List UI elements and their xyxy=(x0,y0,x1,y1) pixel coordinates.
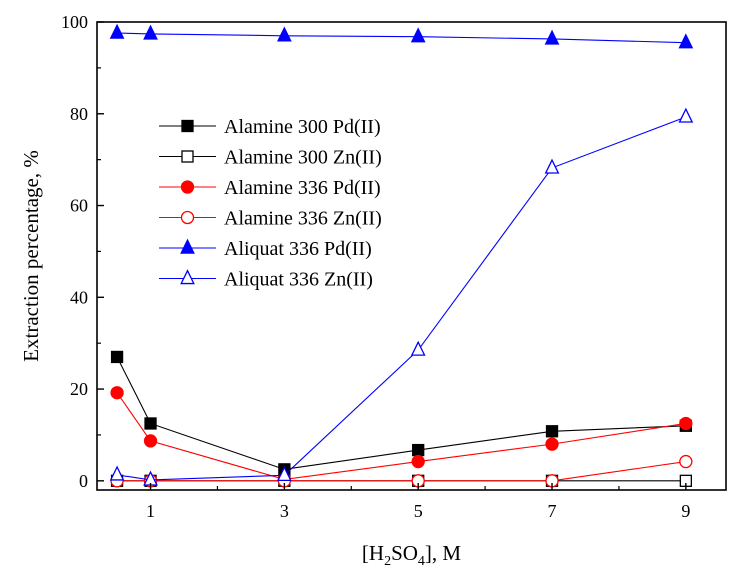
series-0 xyxy=(110,350,693,476)
data-point xyxy=(678,107,694,123)
data-point xyxy=(110,386,124,400)
legend-marker xyxy=(181,119,194,133)
y-tick-label: 0 xyxy=(79,471,88,491)
legend-label: Aliquat 336 Zn(II) xyxy=(224,269,373,291)
legend-label: Alamine 336 Pd(II) xyxy=(224,177,381,199)
data-point xyxy=(109,23,125,39)
series-line xyxy=(117,32,686,44)
legend: Alamine 300 Pd(II) Alamine 300 Zn(II) Alam… xyxy=(159,116,382,291)
legend-label: Alamine 300 Pd(II) xyxy=(224,116,381,138)
data-point xyxy=(545,425,559,438)
series-3 xyxy=(110,454,693,488)
legend-marker xyxy=(180,210,195,225)
data-point xyxy=(544,29,560,45)
legend-item: Alamine 336 Zn(II) xyxy=(159,208,382,230)
data-point xyxy=(143,24,158,40)
plot-frame xyxy=(96,21,727,491)
x-tick-label: 9 xyxy=(681,501,690,521)
legend-marker xyxy=(181,150,194,163)
legend-label: Aliquat 336 Pd(II) xyxy=(224,238,372,260)
plot-area xyxy=(96,21,727,491)
legend-label: Alamine 300 Zn(II) xyxy=(224,147,382,169)
series-line xyxy=(116,116,687,481)
x-axis-title-part: [H xyxy=(362,541,384,565)
series-4 xyxy=(109,23,694,49)
y-tick-label: 40 xyxy=(70,287,88,307)
y-tick-label: 80 xyxy=(70,104,88,124)
data-point xyxy=(144,417,157,430)
data-point xyxy=(276,26,292,42)
data-point xyxy=(679,454,693,469)
legend-item: Alamine 300 Pd(II) xyxy=(159,116,381,138)
x-tick-label: 3 xyxy=(280,501,289,521)
y-tick-label: 100 xyxy=(61,12,88,32)
x-axis-title-part: SO xyxy=(391,541,418,565)
axes: 0 20 40 60 80 100 1 3 5 7 9 Extraction percentage, … xyxy=(19,12,690,569)
series-layer xyxy=(109,23,694,488)
legend-item: Alamine 300 Zn(II) xyxy=(159,147,382,169)
legend-item: Aliquat 336 Zn(II) xyxy=(159,269,373,291)
y-axis-title: Extraction percentage, % xyxy=(19,150,43,362)
y-tick-label: 20 xyxy=(70,379,88,399)
x-tick-label: 7 xyxy=(548,501,557,521)
data-point xyxy=(110,350,124,364)
data-point xyxy=(412,443,425,457)
legend-label: Alamine 336 Zn(II) xyxy=(224,208,382,230)
data-point xyxy=(276,465,292,482)
data-point xyxy=(143,434,158,448)
data-point xyxy=(679,416,693,431)
data-point xyxy=(545,437,559,451)
x-axis-title: [H2SO4], M xyxy=(362,541,462,569)
legend-marker xyxy=(180,238,195,254)
data-point xyxy=(411,454,425,469)
legend-marker xyxy=(180,269,195,285)
series-2 xyxy=(110,386,693,487)
data-point xyxy=(109,465,125,481)
legend-marker xyxy=(180,180,195,194)
data-point xyxy=(410,340,426,356)
data-point xyxy=(678,33,694,49)
x-axis-title-subscript: 4 xyxy=(418,554,425,569)
x-axis-title-part: ], M xyxy=(425,541,461,565)
data-point xyxy=(544,158,560,174)
legend-item: Alamine 336 Pd(II) xyxy=(159,177,381,199)
y-tick-label: 60 xyxy=(70,196,88,216)
series-line xyxy=(116,356,686,470)
series-line xyxy=(116,392,686,481)
x-axis-title-subscript: 2 xyxy=(384,554,391,569)
legend-item: Aliquat 336 Pd(II) xyxy=(159,238,372,260)
data-point xyxy=(410,27,426,43)
x-tick-label: 1 xyxy=(146,501,155,521)
x-tick-label: 5 xyxy=(414,501,423,521)
